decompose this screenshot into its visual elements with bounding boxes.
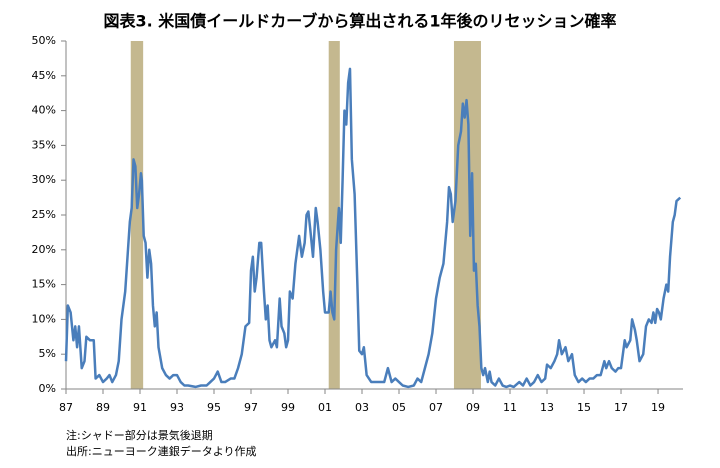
- x-tick-label: 15: [577, 401, 591, 414]
- x-tick-label: 91: [133, 401, 147, 414]
- x-tick-label: 89: [96, 401, 110, 414]
- note: 注:シャドー部分は景気後退期: [66, 428, 213, 442]
- x-tick-label: 19: [651, 401, 665, 414]
- y-tick-label: 50%: [32, 34, 56, 47]
- recession-shade: [328, 41, 340, 389]
- x-tick-label: 17: [614, 401, 628, 414]
- x-tick-label: 95: [207, 401, 221, 414]
- y-tick-label: 35%: [32, 138, 56, 151]
- x-tick-label: 97: [244, 401, 258, 414]
- recession-shade: [130, 41, 144, 389]
- x-tick-label: 09: [466, 401, 480, 414]
- y-tick-label: 40%: [32, 104, 56, 117]
- y-tick-label: 0%: [39, 382, 56, 395]
- y-tick-label: 5%: [39, 347, 56, 360]
- x-tick-label: 03: [355, 401, 369, 414]
- recession-shade: [453, 41, 481, 389]
- x-tick-label: 11: [503, 401, 517, 414]
- x-tick-label: 93: [170, 401, 184, 414]
- x-tick-label: 05: [392, 401, 406, 414]
- x-tick-label: 07: [429, 401, 443, 414]
- y-tick-label: 25%: [32, 208, 56, 221]
- y-tick-label: 15%: [32, 278, 56, 291]
- data-line: [64, 67, 682, 389]
- x-tick-label: 01: [318, 401, 332, 414]
- x-tick-label: 99: [281, 401, 295, 414]
- y-tick-label: 30%: [32, 173, 56, 186]
- y-tick-label: 10%: [32, 312, 56, 325]
- y-tick-label: 45%: [32, 69, 56, 82]
- chart-title: 図表3. 米国債イールドカーブから算出される1年後のリセッション確率: [104, 12, 617, 31]
- x-tick-label: 13: [540, 401, 554, 414]
- note: 出所:ニューヨーク連銀データより作成: [66, 444, 257, 458]
- x-tick-label: 87: [59, 401, 73, 414]
- y-tick-label: 20%: [32, 243, 56, 256]
